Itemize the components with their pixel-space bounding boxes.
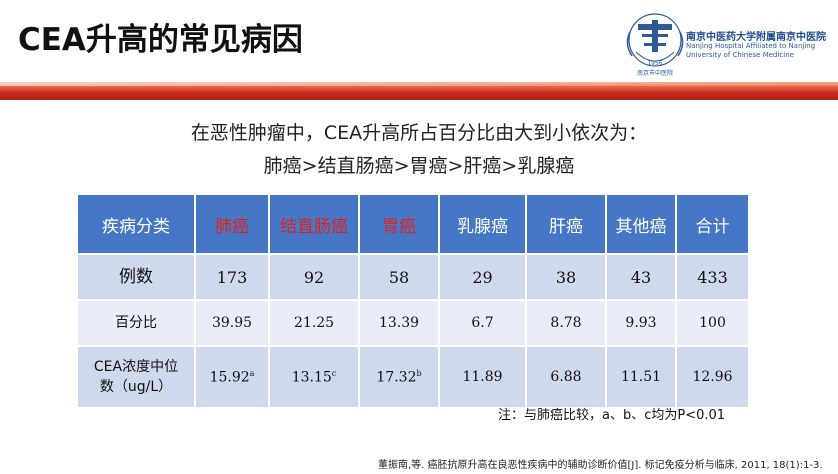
- table-cell: 92: [269, 254, 360, 301]
- table-cell: 13.15c: [269, 346, 360, 407]
- superscript-c: c: [331, 368, 337, 378]
- row-label: 例数: [78, 254, 196, 301]
- table-header-row: 疾病分类 肺癌 结直肠癌 胃癌 乳腺癌 肝癌 其他癌 合计: [78, 195, 750, 255]
- row-label-line-1: CEA浓度中位: [93, 359, 179, 375]
- table-footnote: 注：与肺癌比较，a、b、c均为P<0.01: [498, 408, 726, 423]
- row-label: 百分比: [78, 300, 196, 347]
- header-cell: 肝癌: [526, 195, 607, 255]
- hospital-logo: 1956 南京市中医院: [626, 13, 684, 77]
- header-cell: 肺癌: [195, 195, 270, 255]
- table-cell: 433: [676, 254, 750, 301]
- table-cell: 17.32b: [359, 346, 440, 407]
- header-cell: 其他癌: [606, 195, 677, 255]
- table-cell: 58: [359, 254, 440, 301]
- banner-highlight: [0, 82, 838, 86]
- header-cell: 乳腺癌: [439, 195, 527, 255]
- header-cell: 合计: [676, 195, 750, 255]
- header-cell: 疾病分类: [78, 195, 196, 255]
- intro-line-2: 肺癌>结直肠癌>胃癌>肝癌>乳腺癌: [263, 155, 575, 177]
- table-cell: 39.95: [195, 300, 270, 347]
- cea-cause-table: 疾病分类 肺癌 结直肠癌 胃癌 乳腺癌 肝癌 其他癌 合计 例数 173 92 …: [78, 195, 750, 407]
- table-cell: 8.78: [526, 300, 607, 347]
- table-cell: 6.7: [439, 300, 527, 347]
- table-cell: 21.25: [269, 300, 360, 347]
- table-row: 例数 173 92 58 29 38 43 433: [78, 254, 750, 301]
- table-cell: 6.88: [526, 346, 607, 407]
- table-cell: 29: [439, 254, 527, 301]
- logo-year: 1956: [647, 60, 662, 67]
- hospital-emblem-icon: [626, 13, 684, 67]
- cell-value: 17.32: [376, 369, 417, 386]
- logo-english-name: Nanjing Hospital Affiliated to Nanjing U…: [686, 42, 838, 60]
- page-title: CEA升高的常见病因: [18, 22, 303, 58]
- table-row: CEA浓度中位 数（ug/L） 15.92a 13.15c 17.32b 11.…: [78, 346, 750, 407]
- header-cell: 胃癌: [359, 195, 440, 255]
- row-label-line-2: 数（ug/L）: [99, 379, 173, 395]
- table-cell: 38: [526, 254, 607, 301]
- table-cell: 9.93: [606, 300, 677, 347]
- logo-hospital-name: 南京中医药大学附属南京中医院: [686, 32, 826, 43]
- table-row: 百分比 39.95 21.25 13.39 6.7 8.78 9.93 100: [78, 300, 750, 347]
- table-cell: 11.51: [606, 346, 677, 407]
- table-cell: 100: [676, 300, 750, 347]
- intro-line-1: 在恶性肿瘤中，CEA升高所占百分比由大到小依次为：: [190, 122, 648, 144]
- superscript-b: b: [416, 368, 422, 378]
- table-cell: 173: [195, 254, 270, 301]
- cell-value: 15.92: [209, 369, 250, 386]
- header-cell: 结直肠癌: [269, 195, 360, 255]
- superscript-a: a: [249, 368, 255, 378]
- row-label: CEA浓度中位 数（ug/L）: [78, 346, 196, 407]
- logo-english-line2: University of Chinese Medicine: [686, 51, 794, 59]
- cell-value: 13.15: [291, 369, 332, 386]
- title-banner: [0, 82, 838, 100]
- table-cell: 15.92a: [195, 346, 270, 407]
- table-cell: 12.96: [676, 346, 750, 407]
- table-cell: 11.89: [439, 346, 527, 407]
- logo-seal-text: 南京市中医院: [637, 69, 673, 77]
- table-cell: 13.39: [359, 300, 440, 347]
- logo-english-line1: Nanjing Hospital Affiliated to Nanjing: [686, 42, 816, 50]
- table-cell: 43: [606, 254, 677, 301]
- citation: 董振南,等. 癌胚抗原升高在良恶性疾病中的辅助诊断价值[J]. 标记免疫分析与临…: [378, 460, 823, 471]
